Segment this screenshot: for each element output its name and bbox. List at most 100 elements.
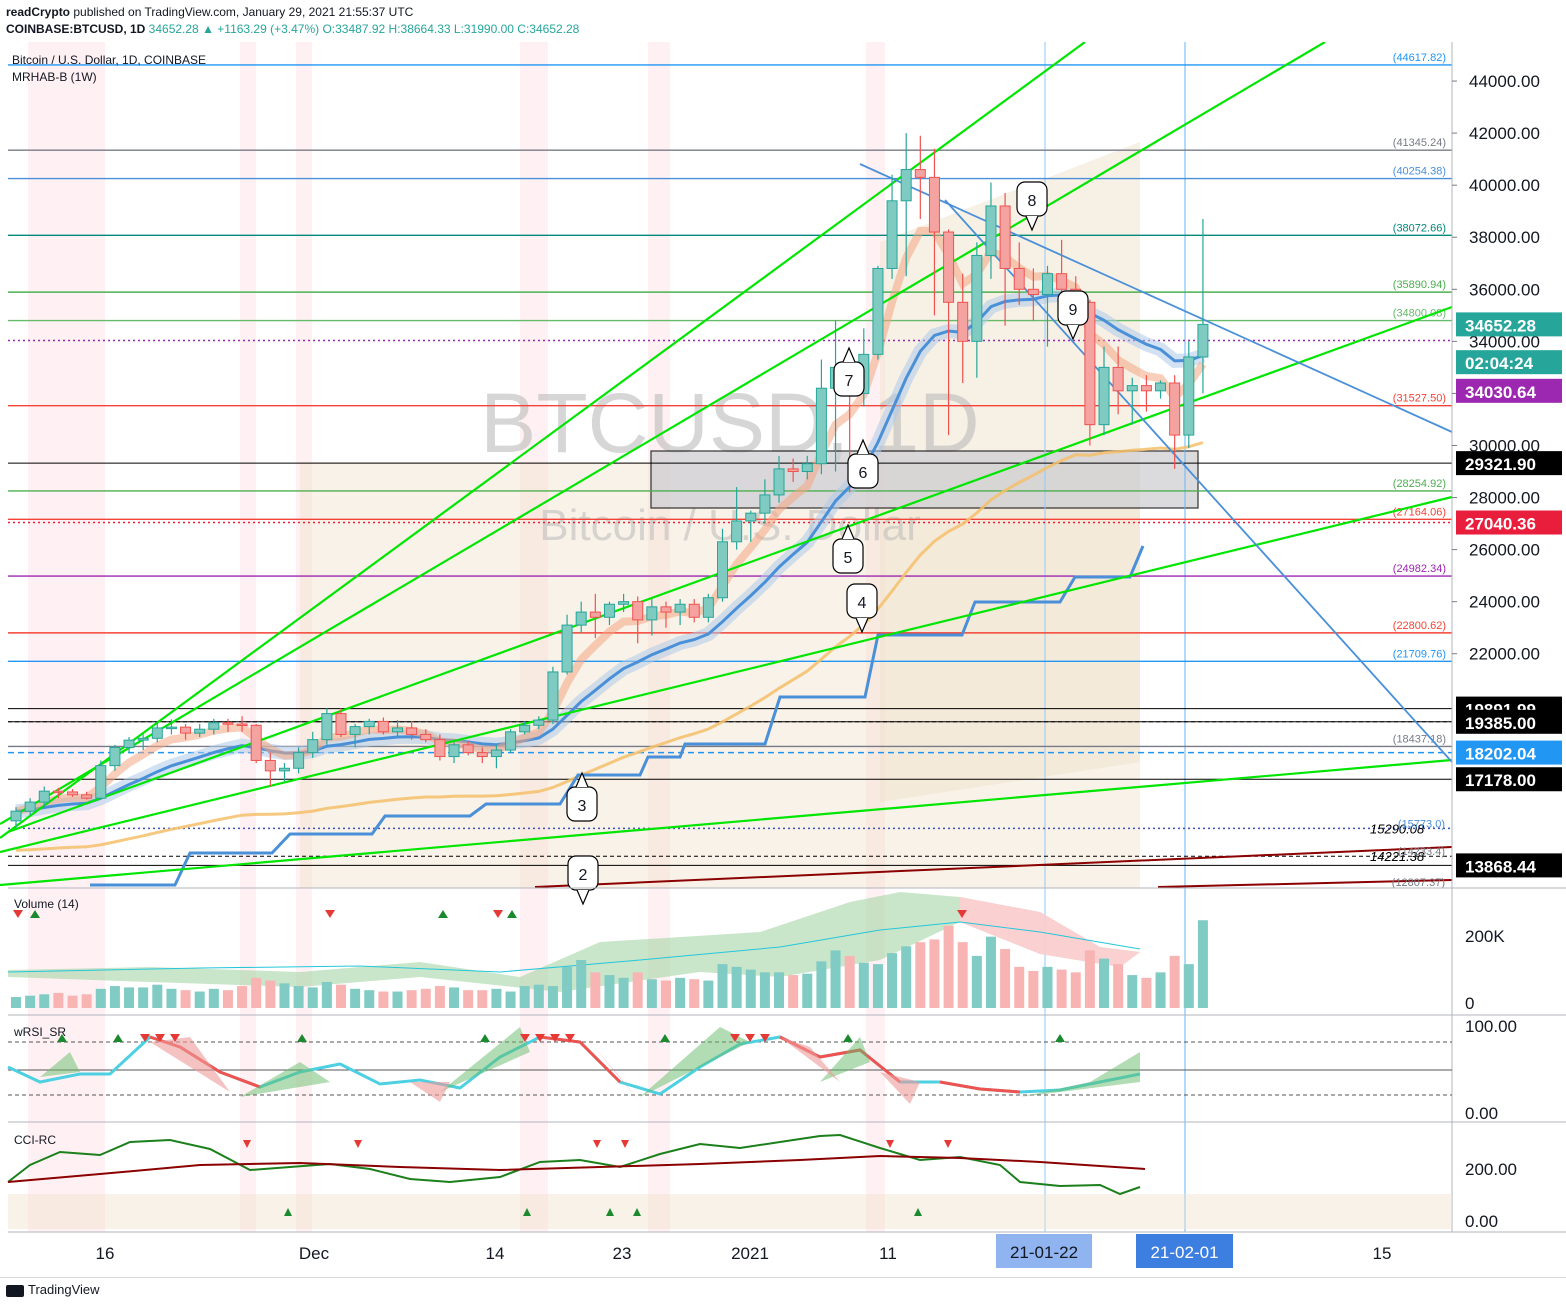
- price-level-label: (31527.50): [1393, 393, 1446, 405]
- callout-pointer: [576, 889, 590, 906]
- candle-body: [773, 468, 785, 496]
- signal-arrow-icon: [593, 1140, 601, 1148]
- volume-bar: [420, 988, 431, 1008]
- volume-bar: [1056, 969, 1067, 1008]
- candle-body: [490, 749, 502, 758]
- tradingview-logo-icon: [6, 1284, 24, 1297]
- trend-line: [1157, 879, 1453, 888]
- price-tag-bg: [1456, 451, 1562, 476]
- volume-bar: [731, 966, 742, 1008]
- ema-slow-line: [15, 441, 1204, 852]
- candle-body: [547, 671, 559, 721]
- volume-bar: [180, 990, 191, 1008]
- volume-bar: [406, 990, 417, 1008]
- callout-6: 6: [847, 438, 879, 489]
- symbol-line: COINBASE:BTCUSD, 1D 34652.28 ▲ +1163.29 …: [6, 21, 579, 38]
- candle-body: [67, 791, 79, 796]
- y-tick-label: 34000.00: [1469, 332, 1540, 351]
- candle-body: [264, 759, 276, 772]
- candle-body: [1140, 385, 1152, 392]
- callout-8: 8: [1016, 181, 1048, 232]
- volume-tick: 0: [1465, 994, 1474, 1013]
- y-tick-label: 42000.00: [1469, 124, 1540, 143]
- candle-body: [10, 810, 22, 822]
- trend-line: [534, 846, 1453, 888]
- callout-text: 5: [844, 550, 853, 567]
- candle-body: [38, 790, 50, 803]
- cci-zone: [8, 1194, 1452, 1229]
- volume-bar: [1127, 975, 1138, 1008]
- candle-body: [1197, 323, 1209, 358]
- callout-pointer: [842, 346, 856, 363]
- callout-pointer: [1025, 215, 1039, 232]
- volume-bar: [251, 977, 262, 1008]
- price-level-label: (28254.92): [1393, 478, 1446, 490]
- candle-body: [731, 520, 743, 543]
- callout-5: 5: [832, 523, 864, 574]
- volume-bar: [491, 988, 502, 1008]
- y-tick-label: 36000.00: [1469, 280, 1540, 299]
- price-tag-label: 18202.04: [1465, 745, 1536, 764]
- candle-body: [618, 601, 630, 605]
- x-tick-label: 16: [96, 1244, 115, 1263]
- volume-bar: [915, 942, 926, 1008]
- signal-arrow-icon: [507, 910, 517, 918]
- signal-arrow-icon: [621, 1140, 629, 1148]
- signal-arrow-icon: [944, 1140, 952, 1148]
- x-tick-label: 15: [1373, 1244, 1392, 1263]
- signal-arrow-icon: [30, 910, 40, 918]
- candle-body: [180, 726, 192, 734]
- volume-bar: [109, 986, 120, 1008]
- candle-body: [1183, 356, 1195, 436]
- volume-bar: [533, 984, 544, 1008]
- volume-bar: [943, 925, 954, 1008]
- volume-bar: [745, 969, 756, 1008]
- volume-bar: [166, 988, 177, 1008]
- candle-body: [278, 767, 290, 772]
- volume-bar: [901, 946, 912, 1008]
- candle-body: [589, 611, 601, 618]
- volume-bar: [1183, 964, 1194, 1008]
- volume-cloud: [8, 892, 1140, 992]
- candle-body: [363, 720, 375, 728]
- volume-bar: [618, 977, 629, 1008]
- candle-body: [928, 176, 940, 233]
- callout-text: 2: [579, 867, 588, 884]
- callout-7: 7: [833, 346, 865, 397]
- volume-bar: [802, 973, 813, 1008]
- candle-body: [420, 733, 432, 741]
- candle-body: [307, 739, 319, 754]
- callout-text: 8: [1028, 193, 1037, 210]
- tradingview-footer: TradingView: [6, 1282, 100, 1297]
- callout-text: 6: [859, 465, 868, 482]
- small-level-label: 15290.08: [1370, 821, 1425, 836]
- volume-bar: [364, 990, 375, 1008]
- trend-line: [0, 758, 1453, 887]
- volume-bar: [265, 980, 276, 1008]
- x-tick-label: 14: [486, 1244, 505, 1263]
- candle-body: [222, 722, 234, 725]
- candle-body: [123, 739, 135, 748]
- y-tick-label: 24000.00: [1469, 593, 1540, 612]
- volume-bar: [1084, 950, 1095, 1008]
- callout-pointer: [575, 771, 589, 788]
- price-level-label: (38072.66): [1393, 222, 1446, 234]
- price-level-label: (44617.82): [1393, 52, 1446, 64]
- volume-bar: [1000, 949, 1011, 1008]
- volume-bar: [463, 990, 474, 1008]
- signal-arrow-icon: [354, 1140, 362, 1148]
- candle-body: [109, 746, 121, 767]
- price-tag-bg: [1456, 312, 1562, 337]
- volume-bar: [675, 977, 686, 1008]
- callout-text: 9: [1069, 302, 1078, 319]
- signal-arrow-icon: [565, 1034, 575, 1042]
- price-level-label: (21709.76): [1393, 648, 1446, 660]
- candle-body: [293, 752, 305, 769]
- candle-body: [194, 728, 206, 734]
- trend-line: [7, 305, 1453, 834]
- cci-tick: 0.00: [1465, 1212, 1498, 1231]
- price-tag-bg: [1456, 350, 1562, 375]
- small-level-label: (14233.4): [1398, 846, 1445, 858]
- volume-bar: [434, 986, 445, 1008]
